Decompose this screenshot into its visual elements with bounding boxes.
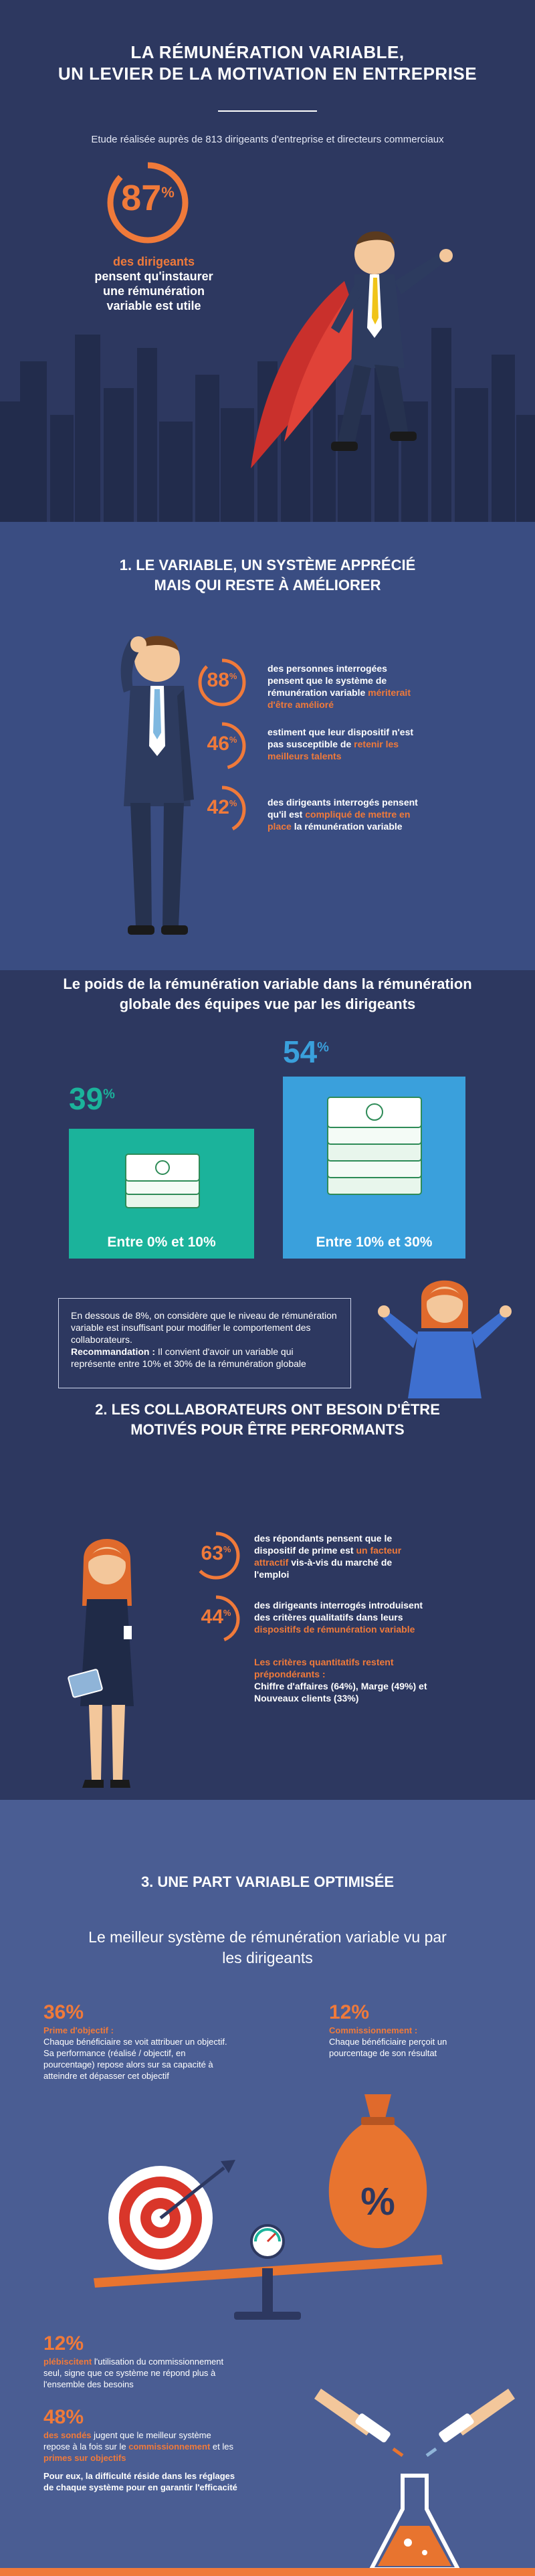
title-divider bbox=[218, 110, 317, 112]
quantitative-criteria: Les critères quantitatifs restent prépon… bbox=[254, 1656, 435, 1704]
hybrid-system-value: 48% bbox=[43, 2406, 84, 2428]
stat-ring-46 bbox=[198, 722, 246, 770]
quantitative-criteria-title: Les critères quantitatifs restent prépon… bbox=[254, 1657, 394, 1679]
stat-ring-42 bbox=[198, 786, 246, 834]
hero-ring bbox=[107, 162, 189, 244]
thinking-businessman-illustration bbox=[120, 636, 194, 935]
commission-only-stat: 12% plébiscitent l'utilisation du commis… bbox=[43, 2332, 237, 2390]
footer-bar bbox=[0, 2568, 535, 2576]
money-stack-large-icon bbox=[327, 1097, 422, 1195]
city-skyline bbox=[0, 321, 535, 535]
section-3-subtitle-line1: Le meilleur système de rémunération vari… bbox=[88, 1928, 447, 1946]
study-subtitle: Etude réalisée auprès de 813 dirigeants … bbox=[91, 134, 444, 145]
section-2-title-line2: MOTIVÉS POUR ÊTRE PERFORMANTS bbox=[130, 1421, 405, 1438]
weight-right-value: 54% bbox=[283, 1034, 329, 1069]
weight-title: Le poids de la rémunération variable dan… bbox=[0, 974, 535, 1014]
objective-bonus-title: Prime d'objectif : bbox=[43, 2025, 114, 2035]
stat-46-text: estiment que leur dispositif n'est pas s… bbox=[268, 727, 414, 761]
section-1-title-line1: 1. LE VARIABLE, UN SYSTÈME APPRÉCIÉ bbox=[119, 557, 416, 573]
commission-value: 12% bbox=[329, 2001, 370, 2023]
stat-ring-63 bbox=[192, 1532, 240, 1580]
stat-ring-88 bbox=[198, 658, 246, 707]
commission-block: 12% Commissionnement : Chaque bénéficiai… bbox=[329, 2001, 490, 2059]
stat-63-text: des répondants pensent que le dispositif… bbox=[254, 1533, 402, 1580]
objective-bonus-value: 36% bbox=[43, 2001, 84, 2023]
woman-with-tablet-illustration bbox=[68, 1539, 134, 1788]
header-section: LA RÉMUNÉRATION VARIABLE, UN LEVIER DE L… bbox=[0, 0, 535, 535]
commission-only-text: plébiscitent l'utilisation du commission… bbox=[43, 2357, 224, 2389]
main-title-line1: LA RÉMUNÉRATION VARIABLE, bbox=[130, 42, 405, 62]
stat-ring-44 bbox=[192, 1595, 240, 1643]
stat-88-value: 88% bbox=[207, 669, 237, 691]
bag-percent-symbol: % bbox=[360, 2180, 395, 2223]
weight-title-line2: globale des équipes vue par les dirigean… bbox=[119, 996, 416, 1012]
section-3-subtitle-line2: les dirigeants bbox=[222, 1949, 313, 1966]
stat-42-value: 42% bbox=[207, 796, 237, 818]
hybrid-system-note: Pour eux, la difficulté réside dans les … bbox=[43, 2471, 237, 2492]
objective-bonus-block: 36% Prime d'objectif : Chaque bénéficiai… bbox=[43, 2001, 234, 2082]
weight-title-line1: Le poids de la rémunération variable dan… bbox=[63, 976, 472, 992]
section-1-title: 1. LE VARIABLE, UN SYSTÈME APPRÉCIÉ MAIS… bbox=[0, 555, 535, 595]
section-2-title: 2. LES COLLABORATEURS ONT BESOIN D'ÊTRE … bbox=[0, 1400, 535, 1440]
section-2: 2. LES COLLABORATEURS ONT BESOIN D'ÊTRE … bbox=[0, 1398, 535, 1800]
hero-label-text: pensent qu'instaurer une rémunération va… bbox=[94, 270, 213, 312]
section-3-title: 3. UNE PART VARIABLE OPTIMISÉE bbox=[140, 1873, 395, 1890]
balance-scale-illustration: % bbox=[94, 2094, 443, 2320]
section-3-subtitle: Le meilleur système de rémunération vari… bbox=[0, 1927, 535, 1968]
stat-44-value: 44% bbox=[201, 1606, 231, 1628]
stat-46-value: 46% bbox=[207, 733, 237, 755]
main-title-line2: UN LEVIER DE LA MOTIVATION EN ENTREPRISE bbox=[58, 64, 477, 84]
section-1-title-line2: MAIS QUI RESTE À AMÉLIORER bbox=[154, 577, 381, 593]
recommendation-note: En dessous de 8%, on considère que le ni… bbox=[71, 1310, 337, 1345]
weight-section: Le poids de la rémunération variable dan… bbox=[0, 970, 535, 1398]
weight-left-label: Entre 0% et 10% bbox=[107, 1234, 216, 1250]
weight-right-label: Entre 10% et 30% bbox=[316, 1234, 433, 1250]
objective-bonus-text: Chaque bénéficiaire se voit attribuer un… bbox=[43, 2037, 227, 2081]
stat-88-text: des personnes interrogées pensent que le… bbox=[268, 663, 411, 710]
weight-left-value: 39% bbox=[69, 1081, 115, 1116]
stat-63-value: 63% bbox=[201, 1542, 231, 1564]
hero-value: 87% bbox=[121, 178, 175, 218]
recommendation-box: En dessous de 8%, on considère que le ni… bbox=[58, 1298, 351, 1388]
section-2-title-line1: 2. LES COLLABORATEURS ONT BESOIN D'ÊTRE bbox=[95, 1401, 440, 1418]
section-3: 3. UNE PART VARIABLE OPTIMISÉE Le meille… bbox=[0, 1800, 535, 2576]
commission-text: Chaque bénéficiaire perçoit un pourcenta… bbox=[329, 2037, 447, 2058]
hybrid-system-text: des sondés jugent que le meilleur systèm… bbox=[43, 2430, 233, 2463]
hero-label: des dirigeants pensent qu'instaurer une … bbox=[87, 254, 221, 313]
recommendation-text: Recommandation : Il convient d'avoir un … bbox=[71, 1346, 306, 1369]
hybrid-system-stat: 48% des sondés jugent que le meilleur sy… bbox=[43, 2405, 237, 2493]
shrugging-woman-illustration bbox=[378, 1280, 512, 1398]
money-stack-small-icon bbox=[125, 1154, 200, 1208]
section-1: 1. LE VARIABLE, UN SYSTÈME APPRÉCIÉ MAIS… bbox=[0, 535, 535, 970]
stat-44-text: des dirigeants interrogés introduisent d… bbox=[254, 1600, 423, 1635]
chemistry-flask-illustration bbox=[314, 2389, 515, 2571]
hero-label-highlight: des dirigeants bbox=[112, 255, 195, 268]
main-title: LA RÉMUNÉRATION VARIABLE, UN LEVIER DE L… bbox=[0, 41, 535, 84]
stat-42-text: des dirigeants interrogés pensent qu'il … bbox=[268, 797, 418, 832]
commission-title: Commissionnement : bbox=[329, 2025, 418, 2035]
commission-only-value: 12% bbox=[43, 2332, 84, 2355]
flying-businessman-illustration bbox=[251, 231, 453, 468]
quantitative-criteria-text: Chiffre d'affaires (64%), Marge (49%) et… bbox=[254, 1681, 427, 1704]
